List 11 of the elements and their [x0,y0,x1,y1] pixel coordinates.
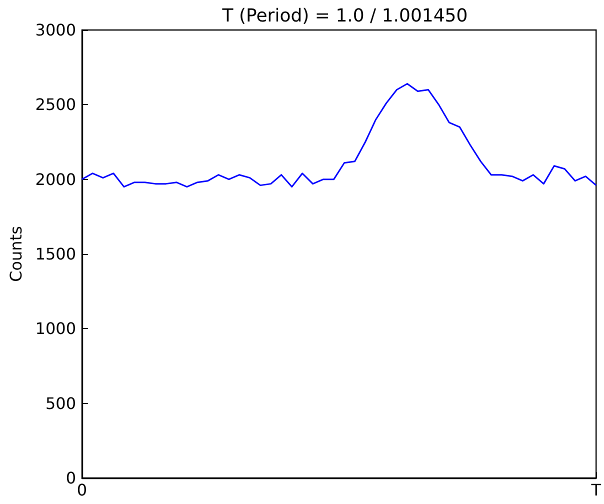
y-tick-label: 0 [66,468,76,488]
chart-title: T (Period) = 1.0 / 1.001450 [221,6,468,26]
y-tick-label: 2500 [35,95,76,114]
line-series [81,83,597,188]
x-tick-label: T [590,480,602,500]
y-tick-label: 3000 [35,20,76,40]
y-tick-label: 1500 [35,244,76,264]
y-tick-label: 1000 [35,319,76,338]
y-tick-label: 2000 [35,170,76,189]
y-axis-title: Counts [6,226,26,282]
y-tick-label: 500 [45,394,76,413]
